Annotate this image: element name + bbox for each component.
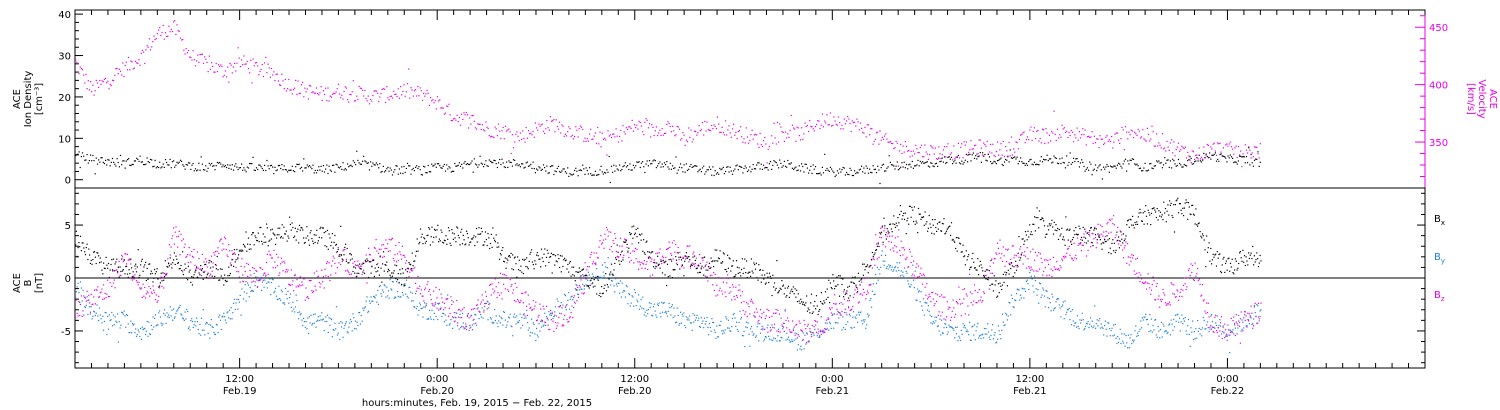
density-axis-label: ACEIon Density[cm⁻³] (12, 71, 45, 128)
velocity-series-dots (75, 20, 1261, 168)
x-axis-label: hours:minutes, Feb. 19, 2015 − Feb. 22, … (362, 398, 592, 409)
x-tick-label: 12:00 (225, 374, 254, 385)
density-tick-label: 20 (58, 93, 71, 104)
x-tick-date-label: Feb.21 (1013, 386, 1047, 397)
density-tick-label: 0 (65, 176, 71, 187)
x-tick-date-label: Feb.20 (618, 386, 652, 397)
density-tick-label: 40 (58, 10, 71, 21)
velocity-axis-label: ACEVelocity[km/s] (1465, 79, 1498, 118)
legend-entry-By: By (1434, 252, 1445, 265)
velocity-tick-label: 400 (1429, 81, 1448, 92)
b-tick-label: 5 (65, 221, 71, 232)
velocity-tick-label: 350 (1429, 138, 1448, 149)
x-tick-label: 0:00 (1216, 374, 1238, 385)
top-panel-density-velocity: 0 10 20 30 40 350 400 450 ACEIon Density[cm⁻³] AC… (12, 9, 1498, 189)
x-tick-label: 12:00 (620, 374, 649, 385)
top-panel-frame (74, 9, 1426, 189)
b-tick-label: -5 (61, 327, 71, 338)
b-axis-label: ACEB[nT] (12, 273, 45, 293)
x-tick-label: 0:00 (426, 374, 448, 385)
x-axis: 12:00Feb.190:00Feb.2012:00Feb.200:00Feb.… (74, 10, 1426, 397)
bottom-panel-magnetic-field: -5 0 5 ACEB[nT] Bx By Bz (12, 187, 1445, 369)
bx-series-dots (75, 197, 1262, 316)
x-tick-date-label: Feb.20 (420, 386, 454, 397)
density-tick-label: 10 (58, 134, 71, 145)
by-series-dots (75, 250, 1262, 354)
density-tick-label: 30 (58, 52, 71, 63)
x-tick-label: 0:00 (821, 374, 843, 385)
x-tick-date-label: Feb.22 (1211, 386, 1245, 397)
x-tick-label: 12:00 (1015, 374, 1044, 385)
velocity-tick-label: 450 (1429, 23, 1448, 34)
legend-entry-Bx: Bx (1434, 214, 1445, 227)
x-tick-date-label: Feb.21 (816, 386, 850, 397)
bz-series-dots (75, 215, 1262, 344)
density-series-dots (75, 147, 1261, 185)
legend-entry-Bz: Bz (1434, 290, 1445, 303)
b-tick-label: 0 (65, 274, 71, 285)
x-tick-date-label: Feb.19 (223, 386, 257, 397)
